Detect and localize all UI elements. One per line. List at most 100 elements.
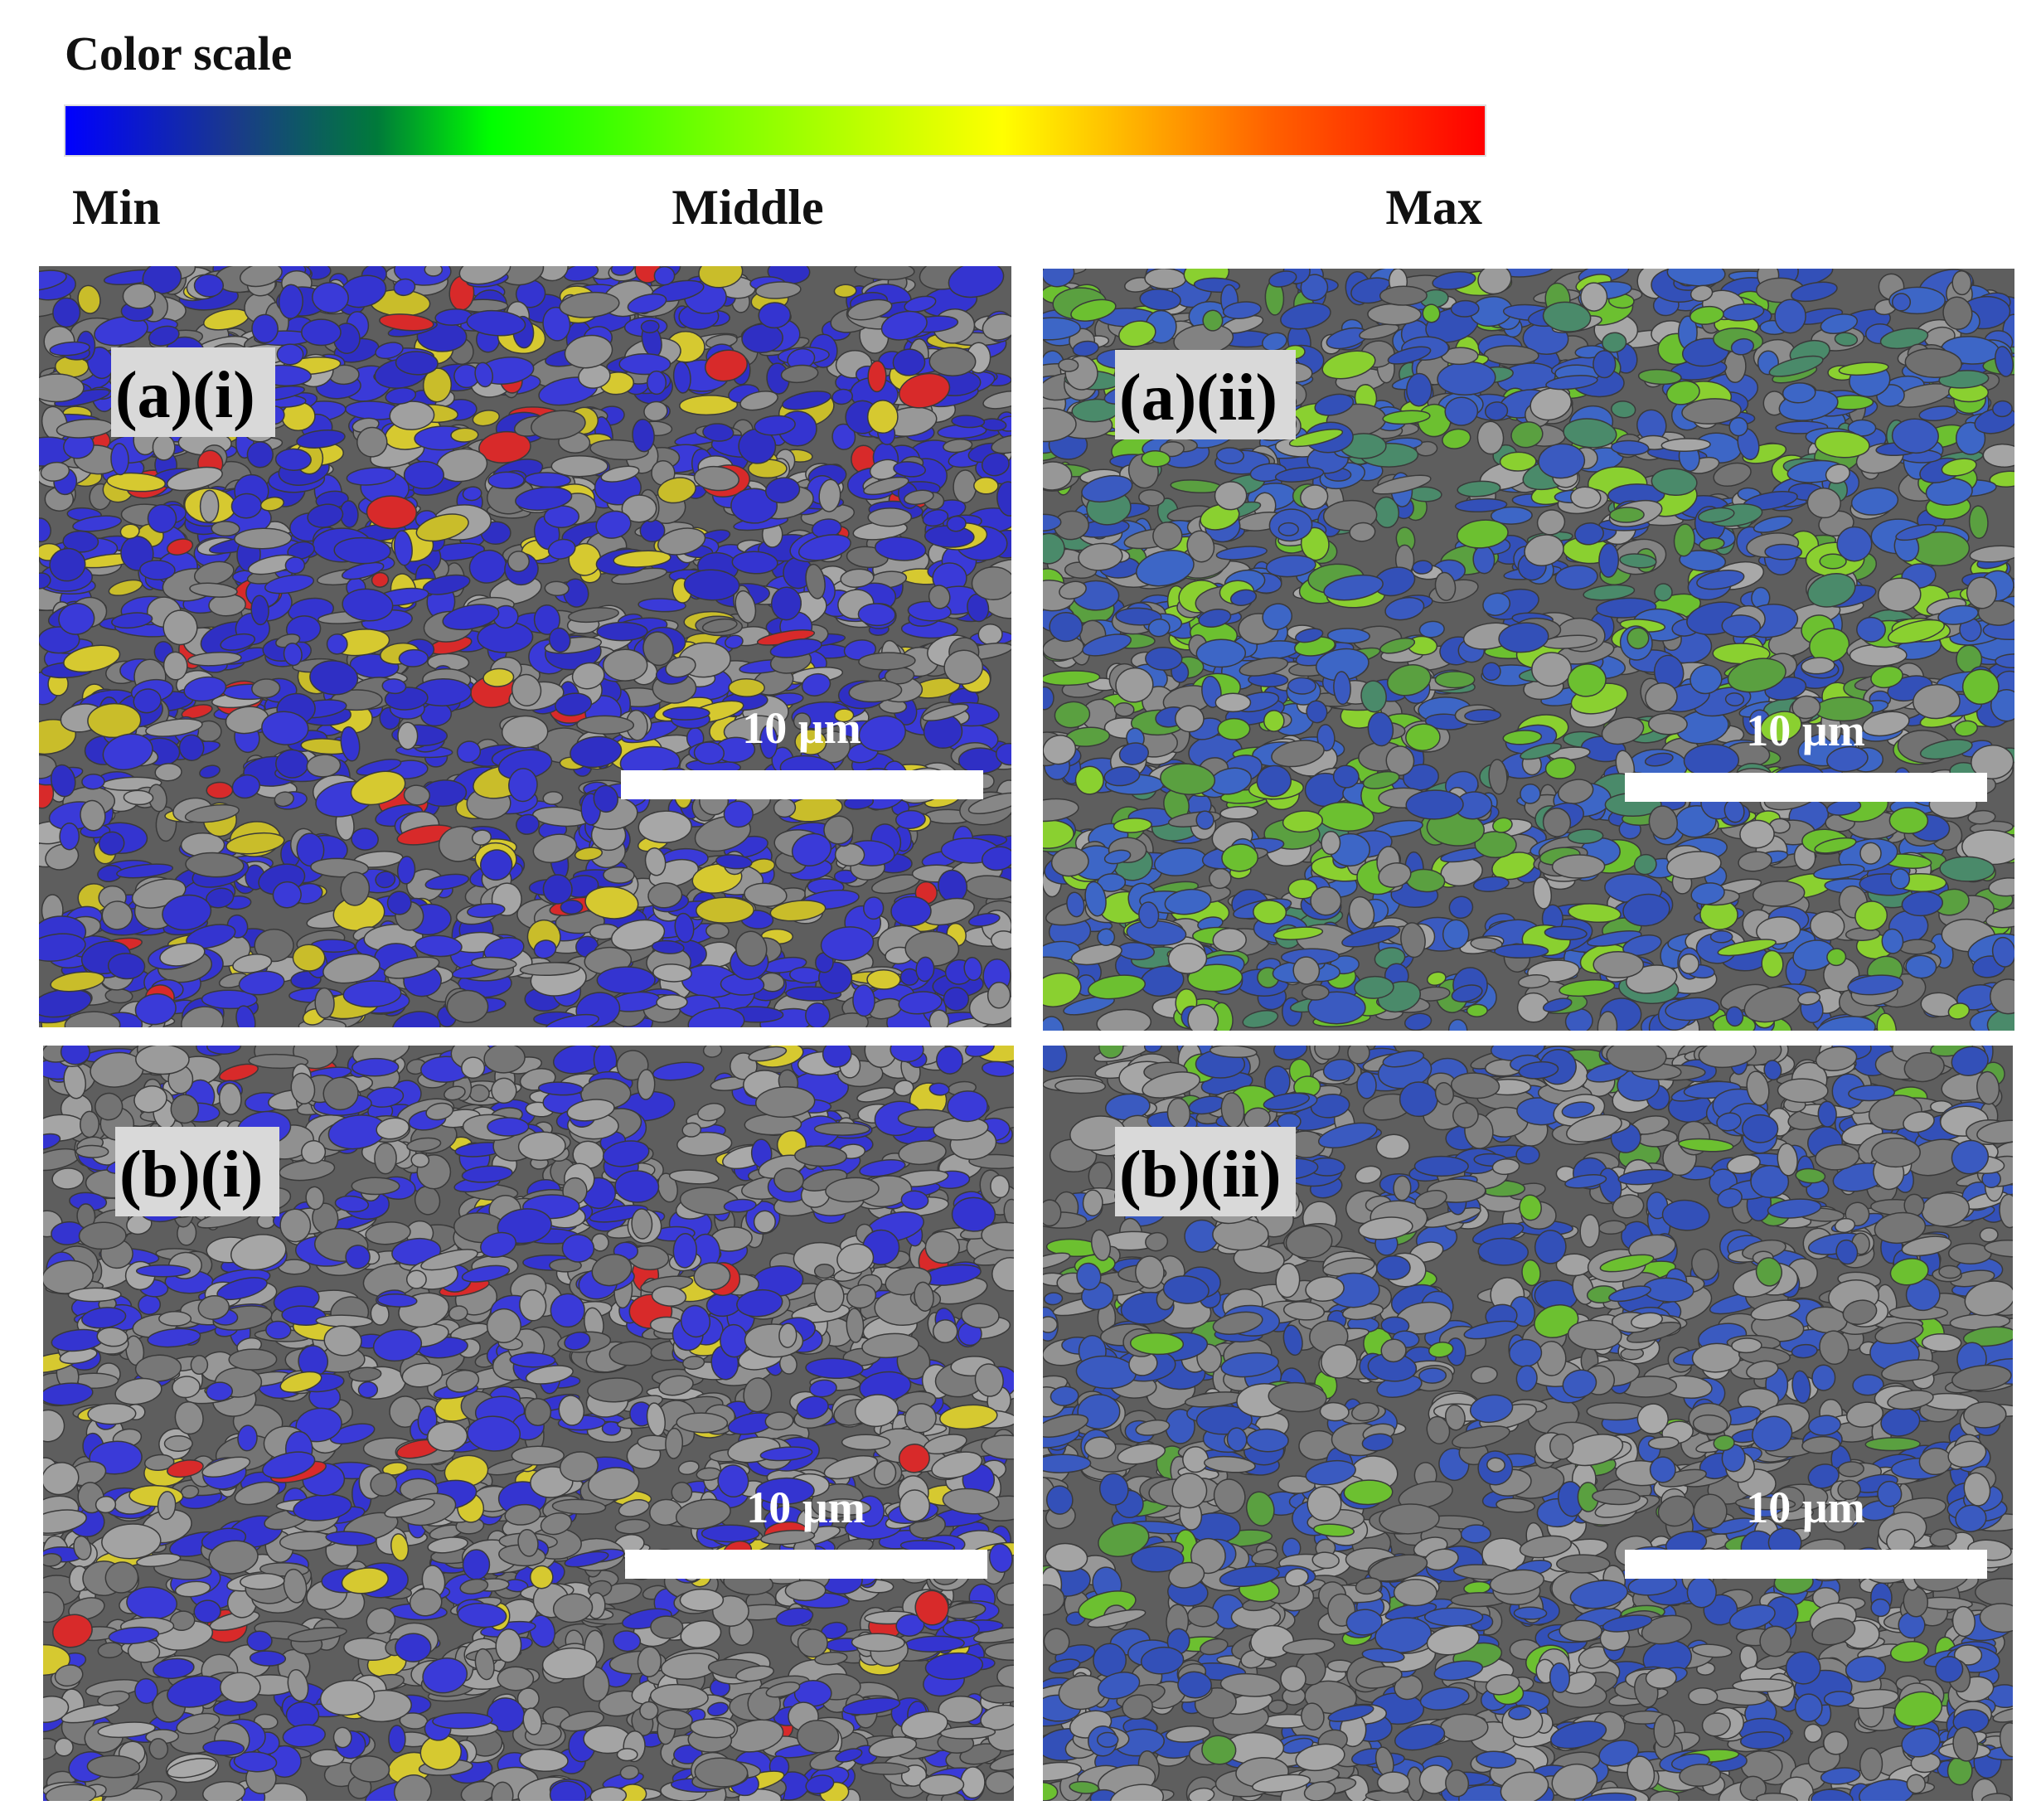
grain <box>39 517 51 542</box>
grain <box>1287 878 1318 900</box>
grain <box>479 849 513 881</box>
grain <box>805 563 826 599</box>
grain <box>322 953 381 984</box>
grain <box>1961 668 2000 705</box>
grain <box>381 678 407 695</box>
grain <box>333 536 391 565</box>
grain <box>1256 764 1292 798</box>
grain <box>1494 944 1549 959</box>
grain <box>1341 925 1401 948</box>
grain <box>312 282 349 313</box>
grain <box>1654 583 1673 602</box>
grain <box>544 580 570 596</box>
grain <box>296 430 346 449</box>
grain <box>1221 843 1259 872</box>
grain <box>1043 532 1065 565</box>
grain <box>1665 997 1720 1022</box>
scale-bar <box>1625 773 1987 802</box>
grain <box>1518 973 1550 989</box>
grain <box>643 400 668 422</box>
grain <box>1323 574 1384 601</box>
grain <box>80 1110 99 1138</box>
grain <box>1403 1012 1433 1031</box>
grain <box>705 922 730 939</box>
grain <box>613 550 671 568</box>
grain <box>1113 818 1152 833</box>
grain <box>508 768 538 803</box>
grain <box>272 881 302 909</box>
grain <box>637 1069 656 1100</box>
grain <box>275 749 309 779</box>
grain <box>687 1007 745 1027</box>
grain <box>1242 1010 1279 1029</box>
grain <box>943 438 973 454</box>
grain <box>702 423 734 442</box>
grain <box>1756 916 1801 945</box>
grain <box>1115 607 1162 626</box>
grain <box>1570 486 1602 509</box>
grain <box>1558 779 1594 804</box>
grain <box>846 298 893 321</box>
grain <box>550 454 608 478</box>
grain <box>728 677 765 697</box>
grain <box>1836 526 1873 562</box>
grain <box>854 266 915 281</box>
grain <box>946 515 967 532</box>
grain <box>568 542 602 576</box>
scale-min: Min <box>72 180 161 235</box>
grain <box>545 1013 599 1027</box>
grain <box>1739 819 1775 849</box>
grain <box>1292 956 1321 985</box>
grain <box>145 718 203 737</box>
grain <box>981 846 1011 871</box>
grain <box>106 472 166 493</box>
grain <box>818 478 841 512</box>
grain <box>501 715 549 749</box>
grain <box>1326 628 1370 644</box>
grain <box>1816 1016 1876 1031</box>
grain <box>1551 854 1606 879</box>
grain <box>1354 975 1394 999</box>
grain <box>472 410 500 427</box>
grain <box>1476 420 1505 455</box>
grain <box>647 882 683 909</box>
grain <box>511 673 542 706</box>
grain <box>1070 944 1122 966</box>
grain <box>1450 299 1480 318</box>
grain <box>904 295 937 313</box>
grain <box>1990 978 2014 1015</box>
grain <box>744 882 788 907</box>
grain <box>1215 447 1244 464</box>
grain <box>1314 393 1355 416</box>
grain <box>1849 643 1908 667</box>
grain <box>985 1770 1014 1794</box>
grain <box>108 579 143 596</box>
grain <box>251 313 279 344</box>
grain <box>705 349 748 382</box>
scale-max: Max <box>1385 180 1482 235</box>
grain <box>674 912 695 944</box>
grain <box>1698 507 1735 523</box>
grain <box>570 735 623 769</box>
grain <box>1367 711 1394 747</box>
grain <box>867 507 913 527</box>
grain <box>1665 380 1700 405</box>
grain <box>1876 1012 1898 1031</box>
grain <box>1483 345 1539 366</box>
grain <box>1727 658 1786 693</box>
grain <box>1444 396 1479 426</box>
grain <box>875 536 927 561</box>
grain <box>415 934 463 958</box>
grain <box>1819 553 1847 570</box>
grain <box>189 582 238 598</box>
grain <box>340 726 361 762</box>
grain <box>386 891 412 915</box>
grain <box>735 930 768 967</box>
grain <box>274 448 312 471</box>
grain <box>610 266 635 276</box>
grain <box>548 627 571 653</box>
grain <box>1559 979 1616 997</box>
grain <box>676 1412 729 1434</box>
grain <box>1713 462 1752 488</box>
